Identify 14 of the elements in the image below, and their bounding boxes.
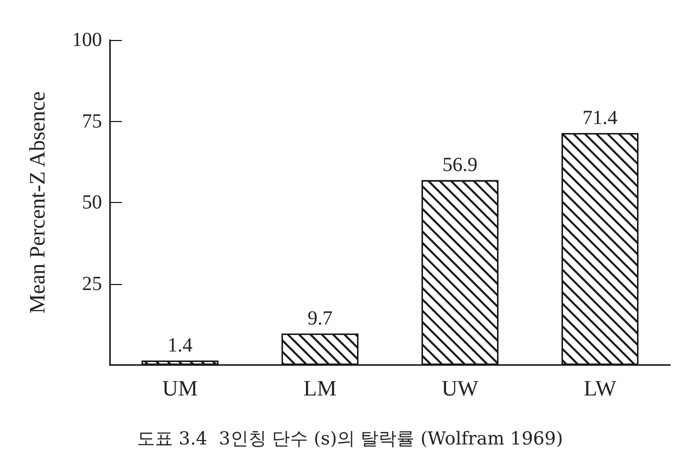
y-tick-label: 25 [82, 272, 102, 295]
y-tick-label: 50 [82, 192, 102, 214]
data-label: 71.4 [582, 106, 618, 129]
x-tick-label: UW [442, 376, 479, 400]
x-tick-label: LW [584, 376, 617, 400]
y-tick-label: 100 [72, 29, 102, 51]
text: 도표 3.4 3인칭 단수 (s)의 탈락률 (Wolfram 1969) [137, 428, 563, 450]
x-tick-label: UM [162, 376, 198, 400]
data-label: 9.7 [308, 307, 332, 330]
x-tick-label: LM [304, 376, 336, 400]
data-label: 56.9 [442, 154, 478, 176]
y-tick-label: 75 [82, 110, 102, 132]
y-axis-title: Mean Percent-Z Absence [24, 91, 50, 314]
data-label: 1.4 [168, 334, 192, 356]
